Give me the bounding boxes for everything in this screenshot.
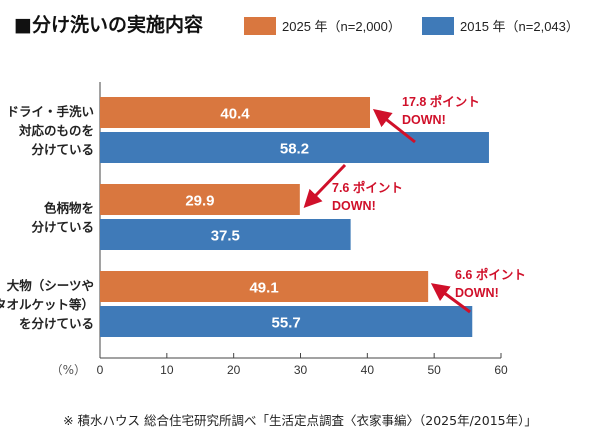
legend-swatch-2025 <box>244 16 276 35</box>
data-label: 29.9 <box>185 193 214 210</box>
category-label: 色柄物を <box>44 201 94 216</box>
annotation-text: 6.6 ポイント <box>455 267 526 282</box>
data-label: 58.2 <box>280 141 309 158</box>
x-tick-label: 30 <box>294 363 308 377</box>
source-note: ※ 積水ハウス 総合住宅研究所調べ「生活定点調査〈衣家事編〉（2025年/201… <box>63 413 537 428</box>
legend-swatch-2015 <box>422 16 454 35</box>
bar-2015 <box>100 306 473 337</box>
x-tick-label: 40 <box>361 363 375 377</box>
legend-item-2015: 2015 年（n=2,043） <box>422 16 579 35</box>
x-tick-label: 60 <box>494 363 508 377</box>
legend-label-2015: 2015 年（n=2,043） <box>460 19 579 34</box>
category-label: タオルケット等） <box>0 297 94 312</box>
data-label: 40.4 <box>220 106 250 123</box>
legend-label-2025: 2025 年（n=2,000） <box>282 19 401 34</box>
bar-2025 <box>100 271 429 302</box>
arrow-icon <box>303 163 347 208</box>
arrow-icon <box>372 108 416 144</box>
annotation-text: DOWN! <box>402 113 446 127</box>
legend-item-2025: 2025 年（n=2,000） <box>244 16 401 35</box>
category-label: 分けている <box>31 220 94 235</box>
bar-2025 <box>100 184 300 215</box>
data-label: 49.1 <box>249 280 278 297</box>
bar-2025 <box>100 97 371 128</box>
arrow-icon <box>430 283 471 314</box>
category-label: 分けている <box>31 142 94 157</box>
chart-title: ■分け洗いの実施内容 <box>14 14 203 36</box>
x-tick-label: 50 <box>427 363 441 377</box>
x-tick-label: 0 <box>97 363 104 377</box>
data-label: 55.7 <box>272 315 301 332</box>
x-tick-label: 20 <box>227 363 241 377</box>
annotation-text: DOWN! <box>455 286 499 300</box>
category-label: 対応のものを <box>18 123 94 138</box>
bar-2015 <box>100 132 489 163</box>
annotation-text: 17.8 ポイント <box>402 94 480 109</box>
category-label: ドライ・手洗い <box>6 104 94 119</box>
x-axis-label: （%） <box>51 363 86 377</box>
x-tick-label: 10 <box>160 363 174 377</box>
category-label: 大物（シーツや <box>7 278 94 293</box>
data-label: 37.5 <box>211 228 240 245</box>
category-label: を分けている <box>19 316 94 331</box>
annotation-text: 7.6 ポイント <box>332 180 403 195</box>
annotation-text: DOWN! <box>332 199 376 213</box>
bar-2015 <box>100 219 351 250</box>
